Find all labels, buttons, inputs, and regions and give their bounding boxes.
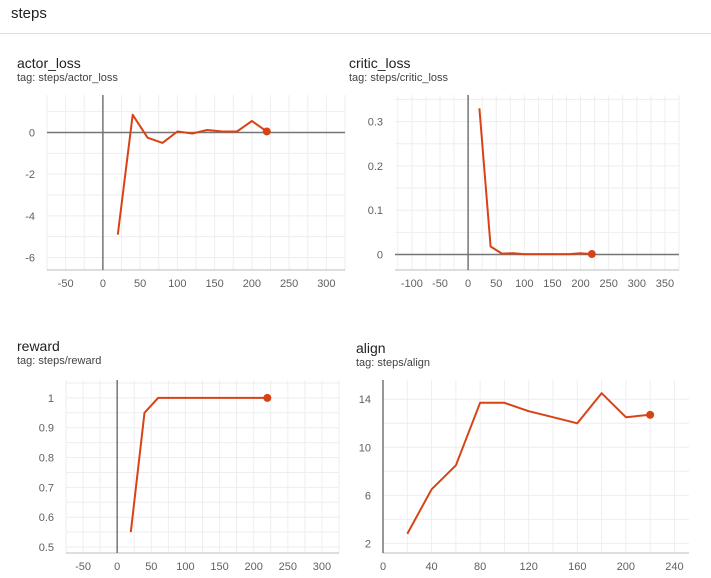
chart-card-critic-loss: critic_loss tag: steps/critic_loss (349, 55, 689, 295)
last-point-marker (262, 127, 271, 136)
y-tick-label: 0.5 (39, 542, 54, 554)
section-header: steps (0, 0, 711, 34)
y-tick-label: -2 (25, 169, 35, 181)
chart-card-actor-loss: actor_loss tag: steps/actor_loss (17, 55, 357, 295)
x-tick-label: 350 (656, 278, 674, 290)
x-tick-label: 0 (465, 278, 471, 290)
x-tick-label: 120 (520, 561, 538, 573)
y-tick-label: 0 (377, 249, 383, 261)
x-tick-label: 240 (665, 561, 683, 573)
x-tick-label: 300 (317, 278, 335, 290)
last-point-marker (646, 410, 655, 419)
x-tick-label: 50 (134, 278, 146, 290)
x-tick-label: 300 (313, 561, 331, 573)
x-tick-label: 0 (100, 278, 106, 290)
x-tick-label: 250 (600, 278, 618, 290)
chart-tag: tag: steps/align (356, 357, 430, 369)
x-tick-label: 50 (145, 561, 157, 573)
series-line (478, 108, 592, 256)
y-tick-label: -6 (25, 253, 35, 265)
y-tick-label: 0.6 (39, 512, 54, 524)
x-tick-label: -50 (58, 278, 74, 290)
x-tick-label: 100 (176, 561, 194, 573)
x-tick-label: 80 (474, 561, 486, 573)
chart-title: critic_loss (349, 55, 411, 71)
x-tick-label: -50 (75, 561, 91, 573)
y-tick-label: 0.3 (368, 117, 383, 129)
x-tick-label: 150 (543, 278, 561, 290)
y-tick-label: 14 (359, 394, 371, 406)
chart-tag: tag: steps/reward (17, 355, 102, 367)
chart-title: actor_loss (17, 55, 81, 71)
series-line (129, 396, 268, 533)
x-tick-label: 200 (245, 561, 263, 573)
y-tick-label: 0 (29, 128, 35, 140)
x-tick-label: 200 (571, 278, 589, 290)
chart-title: align (356, 340, 386, 356)
y-tick-label: 0.2 (368, 161, 383, 173)
chart-card-reward: reward tag: steps/reward (17, 338, 357, 578)
chart-card-align: align tag: steps/align (356, 340, 696, 578)
x-tick-label: 150 (210, 561, 228, 573)
grid (382, 380, 689, 553)
last-point-marker (263, 393, 272, 402)
grid (65, 380, 340, 553)
series-line (406, 392, 651, 535)
x-tick-label: 250 (280, 278, 298, 290)
x-tick-label: 200 (243, 278, 261, 290)
x-tick-label: 300 (628, 278, 646, 290)
y-tick-label: 1 (48, 393, 54, 405)
y-tick-label: 6 (365, 490, 371, 502)
y-tick-label: 0.1 (368, 205, 383, 217)
y-tick-label: 0.8 (39, 453, 54, 465)
x-tick-label: 50 (490, 278, 502, 290)
x-tick-label: 160 (568, 561, 586, 573)
x-tick-label: 0 (114, 561, 120, 573)
last-point-marker (587, 250, 596, 259)
x-tick-label: 40 (425, 561, 437, 573)
x-tick-label: -50 (432, 278, 448, 290)
chart-tag: tag: steps/actor_loss (17, 72, 118, 84)
x-tick-label: 150 (205, 278, 223, 290)
x-tick-label: 250 (279, 561, 297, 573)
x-tick-label: 0 (380, 561, 386, 573)
chart-tag: tag: steps/critic_loss (349, 72, 449, 84)
section-title: steps (11, 5, 47, 22)
y-tick-label: 10 (359, 442, 371, 454)
x-tick-label: -100 (401, 278, 423, 290)
x-tick-label: 100 (515, 278, 533, 290)
chart-title: reward (17, 338, 60, 354)
x-tick-label: 100 (168, 278, 186, 290)
y-tick-label: -4 (25, 211, 35, 223)
y-tick-label: 0.9 (39, 423, 54, 435)
x-tick-label: 200 (617, 561, 635, 573)
y-tick-label: 2 (365, 538, 371, 550)
series-line (116, 113, 268, 235)
y-tick-label: 0.7 (39, 482, 54, 494)
